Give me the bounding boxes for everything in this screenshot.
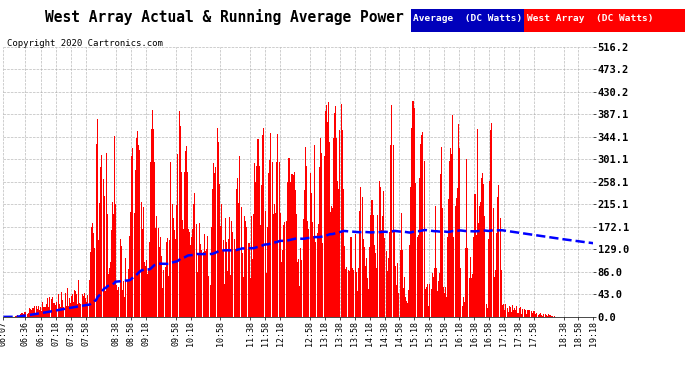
Text: Copyright 2020 Cartronics.com: Copyright 2020 Cartronics.com [7, 39, 163, 48]
Text: Average  (DC Watts): Average (DC Watts) [413, 14, 522, 23]
Text: West Array  (DC Watts): West Array (DC Watts) [527, 14, 653, 23]
Text: West Array Actual & Running Average Power Thu Apr 23 19:28: West Array Actual & Running Average Powe… [45, 9, 552, 26]
